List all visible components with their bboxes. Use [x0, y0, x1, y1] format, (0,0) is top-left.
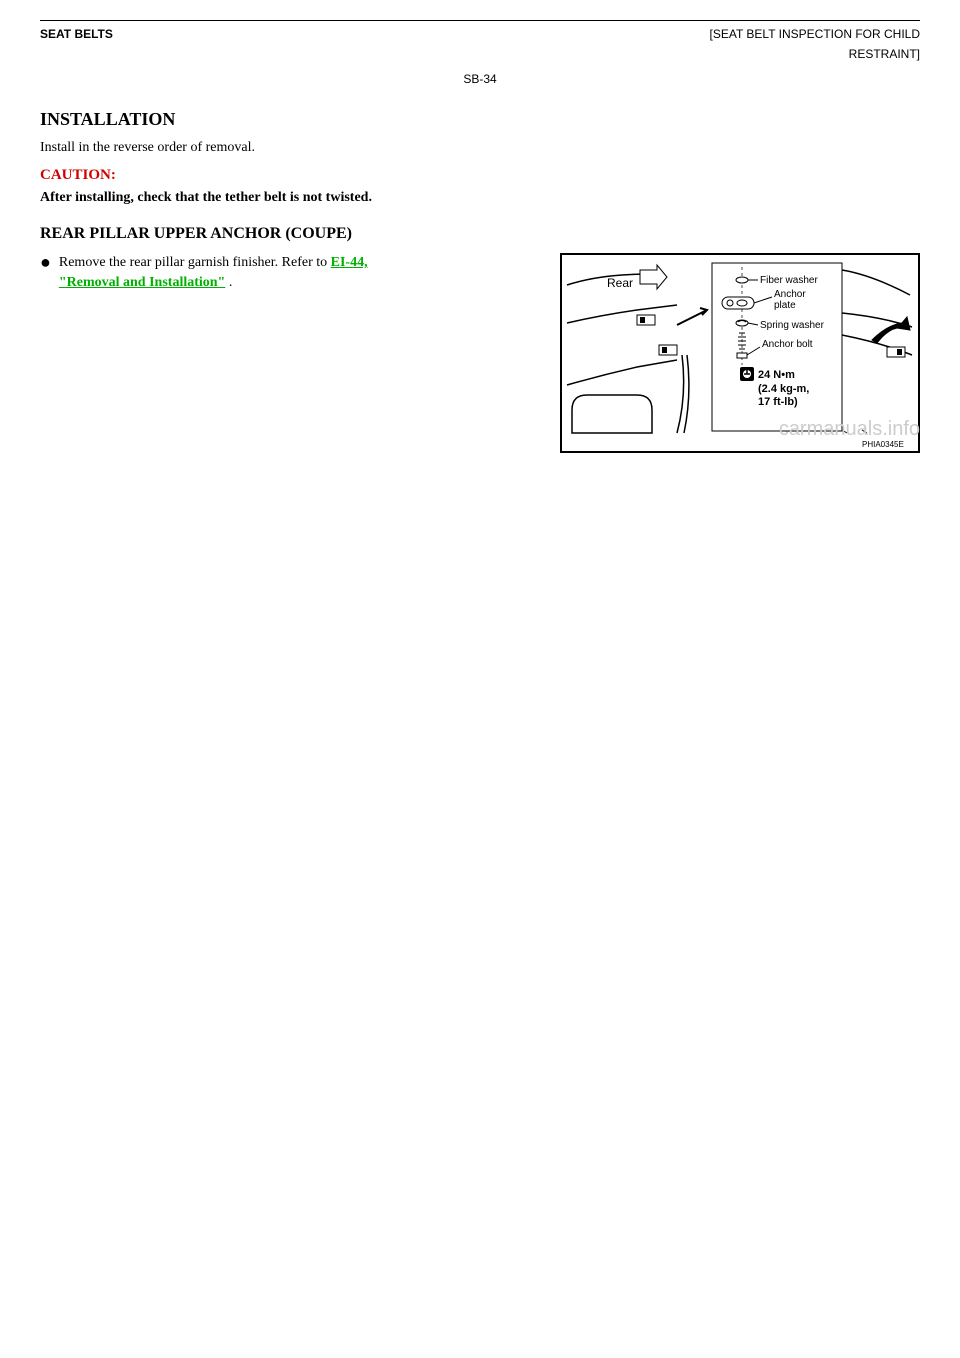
bullet-prefix: Remove the rear pillar garnish finisher.… — [59, 255, 331, 270]
svg-text:17 ft-lb): 17 ft-lb) — [758, 396, 798, 408]
svg-text:Anchor: Anchor — [774, 289, 806, 300]
svg-text:24 N•m: 24 N•m — [758, 369, 795, 381]
svg-text:(2.4 kg-m,: (2.4 kg-m, — [758, 383, 809, 395]
installation-heading: INSTALLATION — [40, 107, 920, 132]
content-left: ● Remove the rear pillar garnish finishe… — [40, 253, 560, 453]
caution-label: CAUTION: — [40, 165, 920, 186]
header-left: SEAT BELTS — [40, 26, 113, 43]
bullet-marker: ● — [40, 253, 51, 292]
bullet-item: ● Remove the rear pillar garnish finishe… — [40, 253, 545, 292]
installation-text: Install in the reverse order of removal. — [40, 138, 920, 158]
header-row-1: SEAT BELTS [SEAT BELT INSPECTION FOR CHI… — [40, 26, 920, 43]
watermark: carmanuals.info — [779, 415, 920, 443]
bullet-text: Remove the rear pillar garnish finisher.… — [59, 253, 368, 292]
link-removal[interactable]: "Removal and Installation" — [59, 275, 225, 290]
bullet-suffix: . — [225, 275, 232, 290]
svg-text:Fiber washer: Fiber washer — [760, 275, 818, 286]
header-right-2: RESTRAINT] — [849, 46, 920, 63]
rear-pillar-heading: REAR PILLAR UPPER ANCHOR (COUPE) — [40, 223, 920, 245]
svg-text:plate: plate — [774, 300, 796, 311]
header-line — [40, 20, 920, 21]
header-row-2: RESTRAINT] — [40, 46, 920, 63]
header-right-1: [SEAT BELT INSPECTION FOR CHILD — [710, 26, 921, 43]
rear-label-text: Rear — [607, 276, 633, 290]
page-number: SB-34 — [40, 71, 920, 88]
caution-text: After installing, check that the tether … — [40, 188, 920, 208]
svg-text:Anchor bolt: Anchor bolt — [762, 339, 813, 350]
svg-text:Spring washer: Spring washer — [760, 320, 825, 331]
link-ei44[interactable]: EI-44, — [331, 255, 368, 270]
